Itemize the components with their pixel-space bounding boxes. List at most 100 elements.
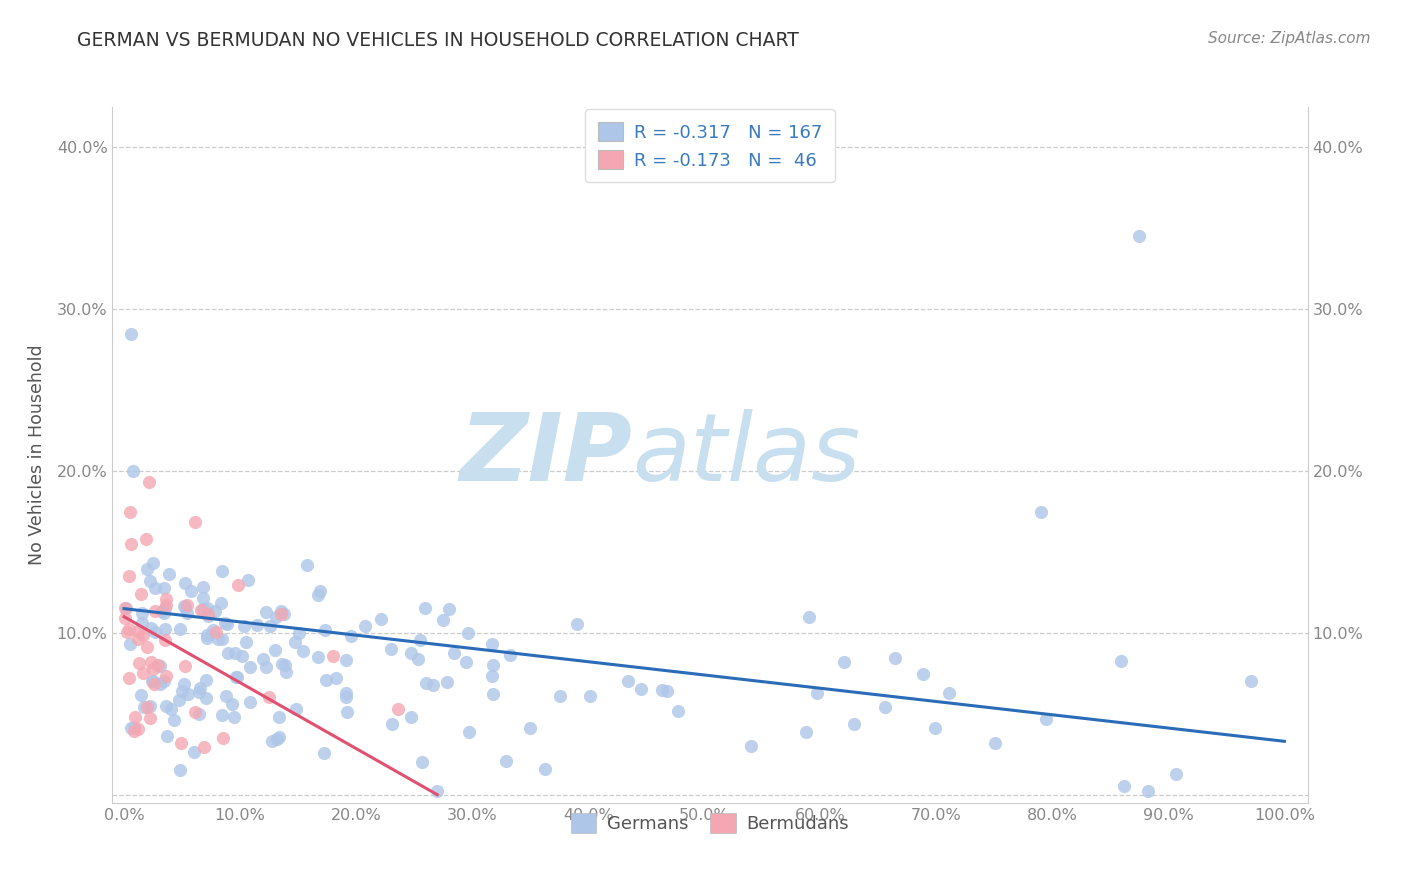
Point — [143, 581, 166, 595]
Point — [380, 641, 402, 656]
Point — [1164, 767, 1187, 781]
Point — [215, 689, 238, 703]
Point — [160, 702, 183, 716]
Point — [264, 642, 287, 657]
Point — [118, 569, 141, 583]
Point — [143, 677, 166, 691]
Point — [173, 599, 195, 613]
Point — [183, 745, 205, 759]
Point — [616, 673, 638, 688]
Point — [114, 600, 136, 615]
Point — [129, 587, 152, 601]
Point — [336, 705, 359, 719]
Point — [184, 515, 207, 529]
Point — [211, 707, 233, 722]
Point — [519, 721, 541, 735]
Point — [387, 702, 409, 716]
Legend: Germans, Bermudans: Germans, Bermudans — [558, 801, 862, 846]
Point — [443, 646, 465, 660]
Point — [481, 669, 503, 683]
Point — [118, 671, 141, 685]
Point — [408, 652, 430, 666]
Point — [408, 632, 430, 647]
Point — [155, 592, 177, 607]
Point — [184, 706, 207, 720]
Point — [239, 660, 262, 674]
Point — [335, 685, 357, 699]
Text: ZIP: ZIP — [460, 409, 633, 501]
Point — [315, 673, 337, 687]
Point — [426, 784, 449, 798]
Point — [215, 617, 238, 632]
Point — [401, 646, 423, 660]
Point — [132, 628, 155, 642]
Point — [205, 625, 228, 640]
Point — [197, 608, 219, 623]
Point — [1035, 712, 1057, 726]
Point — [127, 632, 149, 646]
Point — [339, 629, 361, 643]
Point — [122, 720, 145, 734]
Point — [172, 684, 194, 698]
Point — [188, 685, 211, 699]
Point — [288, 626, 311, 640]
Point — [139, 621, 162, 635]
Point — [883, 651, 905, 665]
Point — [146, 657, 169, 672]
Point — [236, 573, 259, 587]
Point — [262, 734, 284, 748]
Point — [1029, 504, 1052, 518]
Point — [273, 607, 295, 622]
Point — [457, 625, 479, 640]
Point — [354, 619, 377, 633]
Point — [191, 580, 214, 594]
Point — [482, 657, 505, 672]
Point — [142, 674, 165, 689]
Point — [578, 689, 600, 703]
Point — [176, 607, 198, 621]
Point — [211, 564, 233, 578]
Point — [284, 635, 307, 649]
Point — [207, 632, 229, 646]
Point — [246, 617, 269, 632]
Point — [834, 656, 856, 670]
Point — [155, 599, 177, 613]
Point — [235, 635, 257, 649]
Point — [118, 504, 141, 518]
Point — [307, 588, 329, 602]
Point — [314, 623, 336, 637]
Point — [155, 623, 177, 637]
Point — [169, 763, 191, 777]
Text: GERMAN VS BERMUDAN NO VEHICLES IN HOUSEHOLD CORRELATION CHART: GERMAN VS BERMUDAN NO VEHICLES IN HOUSEH… — [77, 31, 799, 50]
Point — [335, 690, 357, 704]
Point — [794, 724, 817, 739]
Point — [122, 724, 145, 739]
Point — [797, 610, 820, 624]
Point — [276, 665, 298, 680]
Point — [259, 618, 281, 632]
Point — [370, 612, 392, 626]
Point — [139, 711, 162, 725]
Point — [436, 674, 458, 689]
Point — [651, 683, 673, 698]
Point — [197, 600, 219, 615]
Point — [254, 605, 277, 619]
Point — [195, 690, 218, 705]
Point — [163, 713, 186, 727]
Point — [548, 690, 571, 704]
Point — [152, 673, 174, 688]
Point — [1136, 784, 1159, 798]
Point — [325, 672, 347, 686]
Point — [269, 710, 291, 724]
Point — [135, 640, 157, 655]
Point — [938, 686, 960, 700]
Point — [309, 584, 332, 599]
Point — [143, 604, 166, 618]
Point — [214, 616, 236, 631]
Point — [115, 601, 138, 615]
Point — [740, 739, 762, 753]
Point — [252, 652, 274, 666]
Point — [322, 649, 344, 664]
Point — [135, 533, 157, 547]
Point — [120, 326, 142, 341]
